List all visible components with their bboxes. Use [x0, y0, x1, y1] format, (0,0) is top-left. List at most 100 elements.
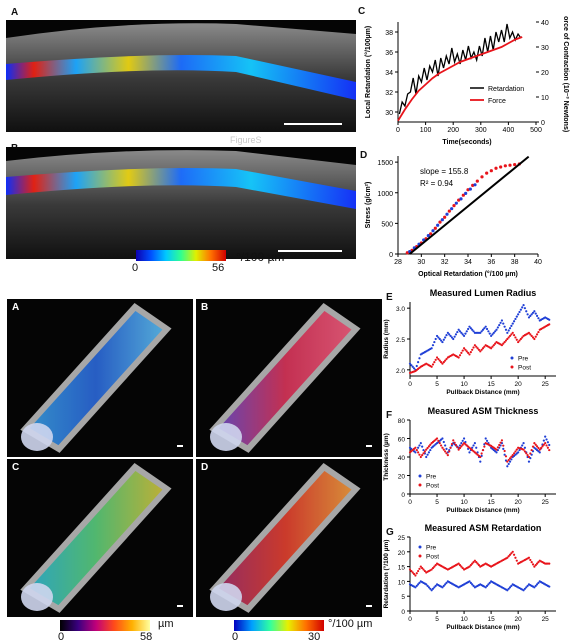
series-post-point [500, 344, 504, 347]
series-post-point [508, 334, 512, 338]
series-pre-point [472, 330, 475, 333]
series-pre-point [546, 441, 549, 444]
y-tick-label: 500 [381, 221, 393, 228]
x-tick-label: 0 [408, 499, 412, 506]
series-post-point [429, 443, 432, 446]
series-post-point [530, 561, 533, 564]
series-pre-point [435, 334, 439, 338]
scatter-point-red [461, 193, 465, 197]
render-c-graphic [20, 463, 183, 613]
x-tick-label: 0 [396, 127, 400, 134]
series-pre-point [446, 331, 449, 334]
x-tick-label: 10 [460, 499, 468, 506]
series-pre-point [499, 321, 502, 324]
series-pre-point [472, 584, 475, 587]
x-tick-label: 40 [534, 259, 542, 266]
series-pre-point [545, 438, 548, 441]
scatter-point-blue [450, 207, 454, 211]
series-post-point [529, 333, 532, 336]
series-post-point [514, 556, 517, 559]
series-post-point [492, 344, 495, 347]
y-tick-label: 32 [385, 90, 393, 97]
scatter-point-red [433, 226, 437, 230]
panel-label-f: F [386, 410, 393, 421]
series-pre-point [439, 339, 443, 342]
series-pre-point [430, 589, 433, 592]
series-pre-point [468, 325, 471, 328]
series-post-point [518, 339, 521, 342]
series-post-point [421, 454, 424, 457]
series-post-point [512, 553, 516, 556]
series-post-point [457, 562, 460, 565]
series-post-point [496, 446, 499, 449]
series-pre-point [519, 308, 522, 311]
series-post-point [479, 350, 482, 353]
x-tick-label: 20 [515, 616, 523, 623]
series-pre-point [507, 329, 510, 332]
series-post-point [412, 572, 416, 576]
series-pre-point [473, 442, 476, 445]
series-pre-point [518, 310, 521, 314]
series-post-point [538, 448, 541, 451]
x-axis-label: Pullback Distance (mm) [446, 389, 519, 396]
series-post-point [426, 446, 429, 450]
series-post-point [410, 569, 413, 573]
panel-label-g: G [386, 527, 394, 538]
series-pre-point [502, 322, 505, 325]
series-pre-point [449, 334, 452, 338]
series-post-point [434, 358, 437, 361]
render-tile-a [7, 299, 193, 457]
x-tick-label: 34 [464, 259, 472, 266]
series-post-point [414, 574, 417, 577]
series-pre-point [488, 581, 491, 584]
series-post-point [512, 334, 516, 337]
oct-image-b [6, 147, 356, 259]
series-pre-point [452, 337, 455, 341]
series-pre-point [514, 317, 517, 321]
series-pre-point [415, 584, 418, 587]
series-pre-point [417, 446, 420, 449]
y-tick-label: 1500 [377, 160, 393, 167]
series-pre-point [548, 443, 551, 447]
x-tick-label: 30 [417, 259, 425, 266]
series-pre-point [442, 440, 445, 444]
colorbar-top-unit: °/100 µm [236, 250, 285, 264]
series-post-point [477, 348, 481, 351]
x-tick-label: 32 [441, 259, 449, 266]
legend-force-label: Force [488, 98, 506, 105]
series-post-point [533, 442, 536, 445]
y-tick-label: 15 [398, 565, 406, 572]
legend-pre-label: Pre [426, 545, 437, 552]
y2-tick-label: 10 [541, 95, 549, 102]
series-post-point [548, 562, 551, 565]
series-post-point [422, 452, 425, 455]
series-post-point [425, 448, 428, 451]
y-tick-label: 0 [389, 252, 393, 259]
series-pre-point [484, 437, 487, 440]
series-pre-point [444, 444, 447, 447]
series-post-point [490, 347, 493, 350]
legend-pre-swatch [418, 545, 422, 549]
series-post-point [464, 348, 467, 351]
series-pre-point [544, 435, 547, 438]
series-post-point [546, 446, 549, 449]
tile-label-b: B [201, 302, 209, 313]
x-tick-label: 28 [394, 259, 402, 266]
series-pre-point [441, 586, 444, 589]
series-pre-point [445, 581, 448, 584]
series-pre-point [453, 335, 456, 338]
x-tick-label: 25 [542, 381, 550, 388]
y-axis-label: Retardation (°/100 µm) [382, 540, 390, 609]
render-a-graphic [20, 303, 183, 453]
series-pre-point [422, 448, 425, 452]
scatter-point-red [489, 169, 493, 173]
tile-label-d: D [201, 462, 209, 473]
series-pre-point [515, 315, 518, 318]
y-tick-label: 5 [401, 594, 405, 601]
series-pre-point [431, 587, 435, 590]
chart-c: 0 100 200 300 400 500 30 32 34 36 38 0 10 20 30 40 Force… [364, 16, 569, 146]
series-post-point [453, 441, 456, 444]
series-pre-point [408, 362, 412, 365]
colorbar-left-unit: µm [158, 618, 174, 630]
series-pre-point [429, 448, 432, 452]
